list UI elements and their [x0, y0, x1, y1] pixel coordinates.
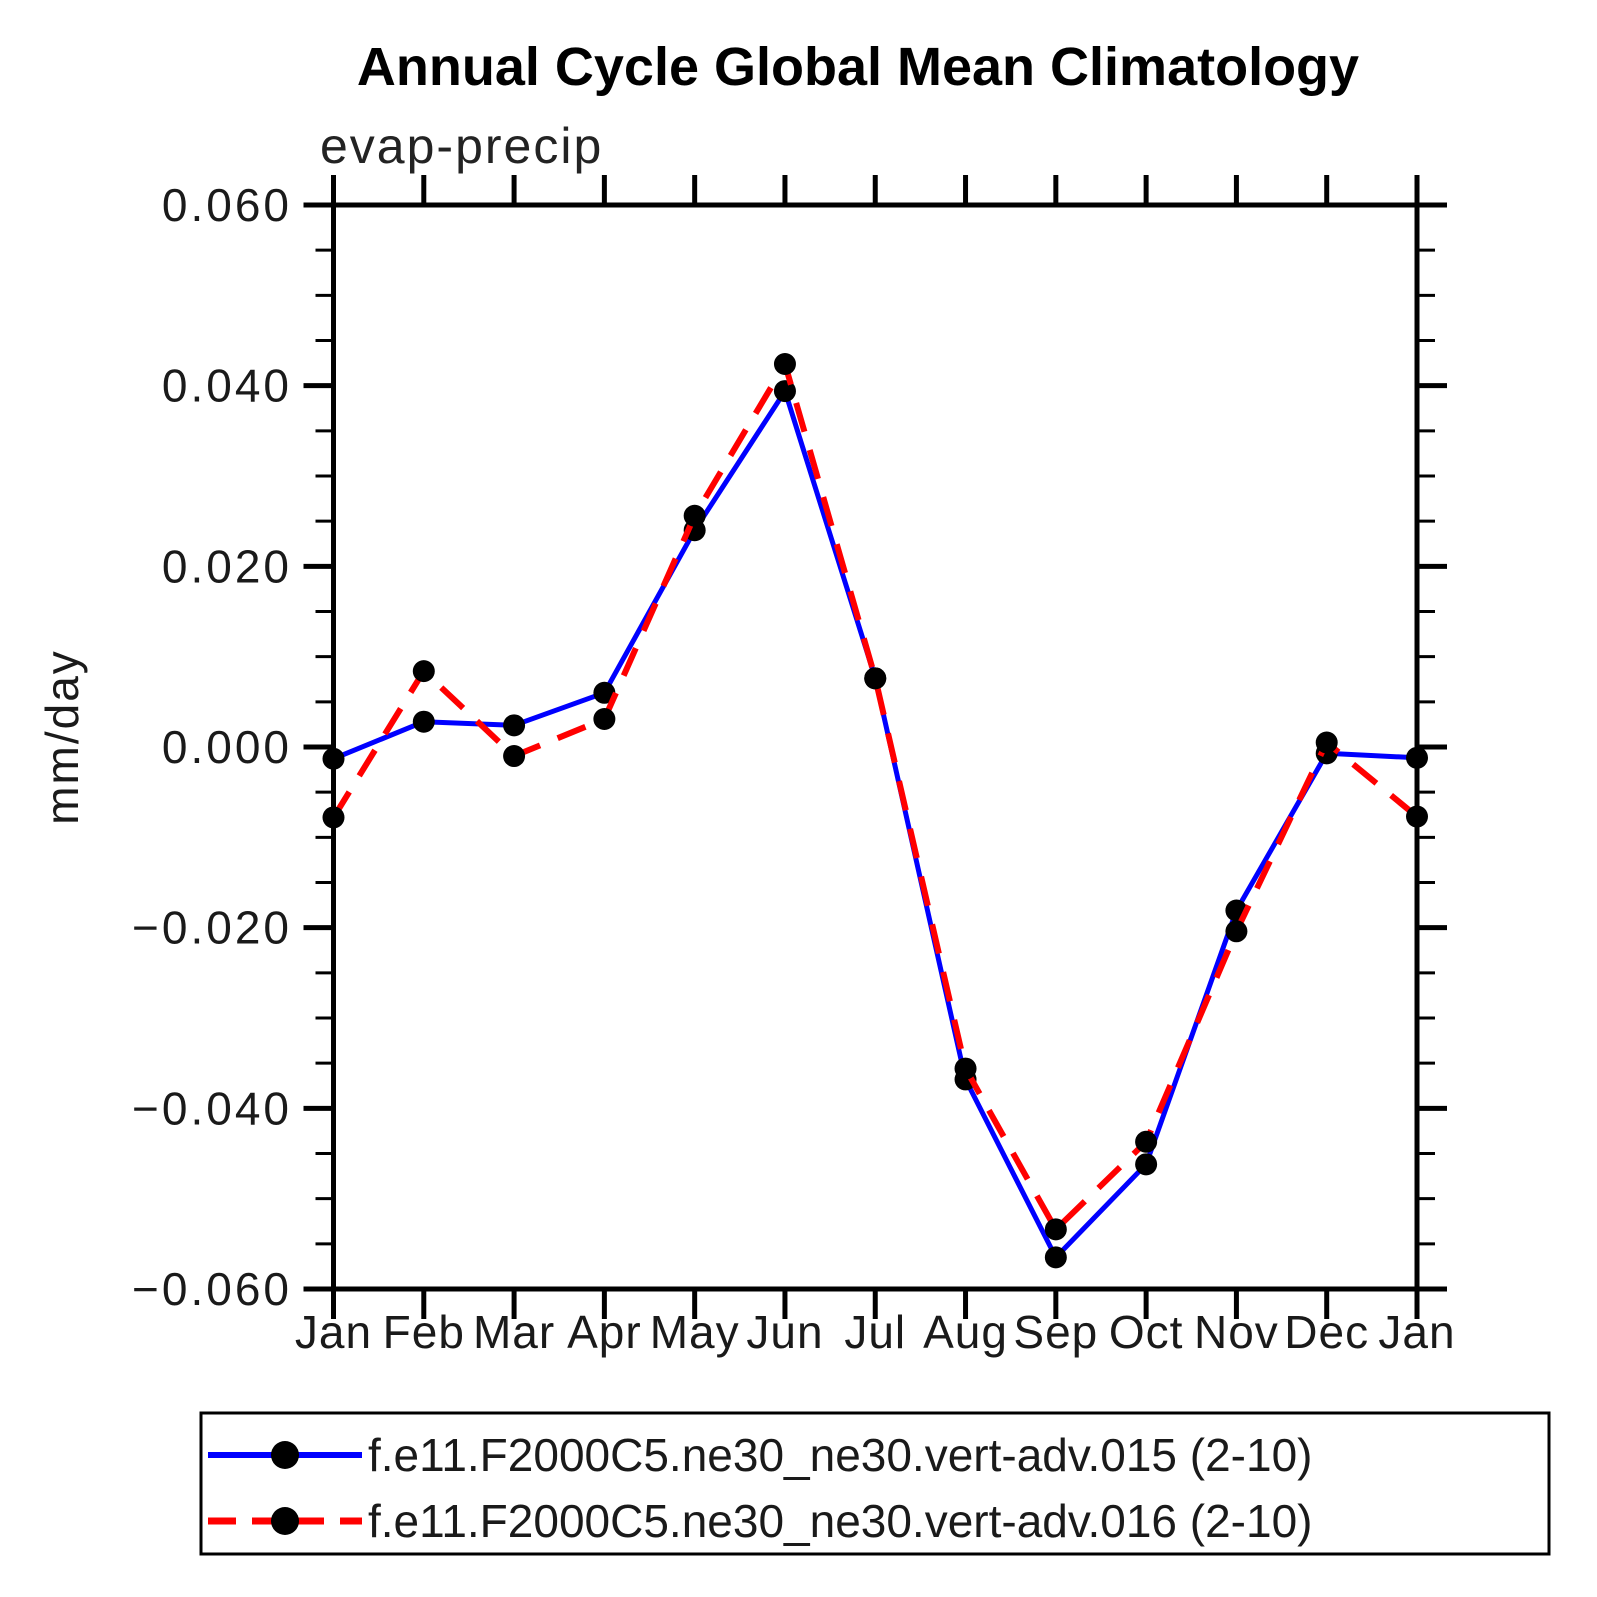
data-point-marker	[773, 380, 796, 403]
data-point-marker	[503, 714, 526, 737]
data-point-marker	[1135, 1130, 1158, 1153]
axis-box	[331, 202, 1420, 1292]
x-tick-label: Jun	[746, 1306, 823, 1358]
x-tick-label: Apr	[567, 1306, 642, 1358]
data-point-marker	[1135, 1153, 1158, 1176]
legend: f.e11.F2000C5.ne30_ne30.vert-adv.015 (2-…	[199, 1411, 1551, 1556]
data-point-marker	[1044, 1218, 1067, 1241]
data-point-marker	[1044, 1246, 1067, 1269]
data-point-marker	[1225, 920, 1248, 943]
legend-marker-dot	[271, 1441, 299, 1469]
chart-subtitle: evap-precip	[320, 118, 603, 174]
data-point-marker	[593, 707, 616, 730]
y-tick-label: 0.020	[162, 540, 292, 592]
x-tick-label: Aug	[923, 1306, 1008, 1358]
data-point-marker	[322, 806, 345, 829]
plot-area: Jan Feb Mar Apr May Jun Jul Aug Sep Oct Nov Dec Jan0…	[132, 175, 1455, 1358]
x-tick-label: Sep	[1013, 1306, 1098, 1358]
x-tick-label: Oct	[1109, 1306, 1184, 1358]
y-tick-label: 0.000	[162, 721, 292, 773]
series-line-2	[330, 361, 1419, 1233]
x-tick-label: Feb	[383, 1306, 465, 1358]
legend-label-series-1: f.e11.F2000C5.ne30_ne30.vert-adv.015 (2-…	[368, 1429, 1312, 1481]
x-tick-label: Jan	[1378, 1306, 1455, 1358]
x-tick-label: Nov	[1194, 1306, 1279, 1358]
data-point-marker	[1406, 746, 1428, 769]
legend-entry-series-1: f.e11.F2000C5.ne30_ne30.vert-adv.015 (2-…	[208, 1429, 1312, 1481]
legend-box	[199, 1411, 1551, 1556]
data-point-marker	[864, 667, 887, 690]
data-point-marker	[412, 660, 435, 683]
data-point-marker	[773, 352, 796, 375]
x-tick-label: Dec	[1284, 1306, 1369, 1358]
y-tick-label: 0.060	[162, 179, 292, 231]
y-tick-label: −0.020	[132, 902, 292, 954]
y-tick-label: 0.040	[162, 360, 292, 412]
legend-label-series-2: f.e11.F2000C5.ne30_ne30.vert-adv.016 (2-…	[368, 1495, 1312, 1547]
data-point-marker	[1406, 805, 1428, 828]
data-point-marker	[954, 1057, 977, 1080]
series-line-1	[332, 388, 1418, 1260]
x-tick-label: Jan	[295, 1306, 372, 1358]
data-point-marker	[322, 747, 345, 770]
y-tick-label: −0.040	[132, 1082, 292, 1134]
x-tick-label: May	[650, 1306, 740, 1358]
x-tick-label: Jul	[844, 1306, 906, 1358]
data-point-marker	[683, 504, 706, 527]
x-tick-label: Mar	[473, 1306, 555, 1358]
chart-title: Annual Cycle Global Mean Climatology	[357, 37, 1359, 97]
data-point-marker	[593, 681, 616, 704]
data-point-marker	[503, 745, 526, 768]
data-point-marker	[1315, 731, 1338, 754]
y-tick-label: −0.060	[132, 1263, 292, 1315]
data-point-marker	[412, 710, 435, 733]
legend-entry-series-2: f.e11.F2000C5.ne30_ne30.vert-adv.016 (2-…	[208, 1495, 1312, 1547]
y-axis-label: mm/day	[36, 649, 88, 825]
legend-marker-dot	[271, 1507, 299, 1535]
